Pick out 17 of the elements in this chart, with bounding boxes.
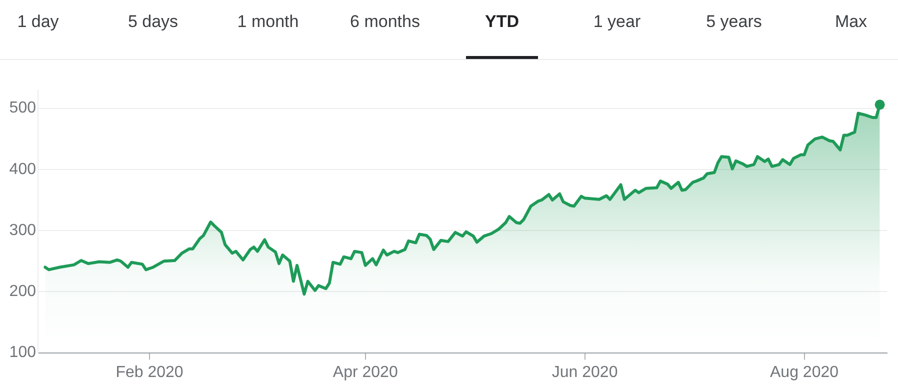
- text: 1 year: [593, 12, 641, 32]
- text: 5 days: [128, 12, 178, 32]
- y-tick-label: 400: [9, 160, 36, 178]
- text: 6 months: [350, 12, 420, 32]
- text: Max: [834, 12, 868, 32]
- text: YTD: [485, 12, 519, 32]
- x-tick-label: Aug 2020: [770, 364, 839, 381]
- text: 5 years: [706, 12, 762, 32]
- text: 1 month: [237, 12, 299, 32]
- y-tick-label: 200: [9, 283, 36, 300]
- x-tick-label: Feb 2020: [116, 364, 184, 381]
- x-tick-label: Apr 2020: [332, 364, 398, 381]
- text: 1 day: [17, 12, 59, 32]
- y-tick-label: 100: [9, 344, 36, 362]
- x-tick-label: Jun 2020: [552, 364, 618, 381]
- y-tick-label: 500: [9, 100, 36, 117]
- y-tick-label: 300: [9, 222, 36, 239]
